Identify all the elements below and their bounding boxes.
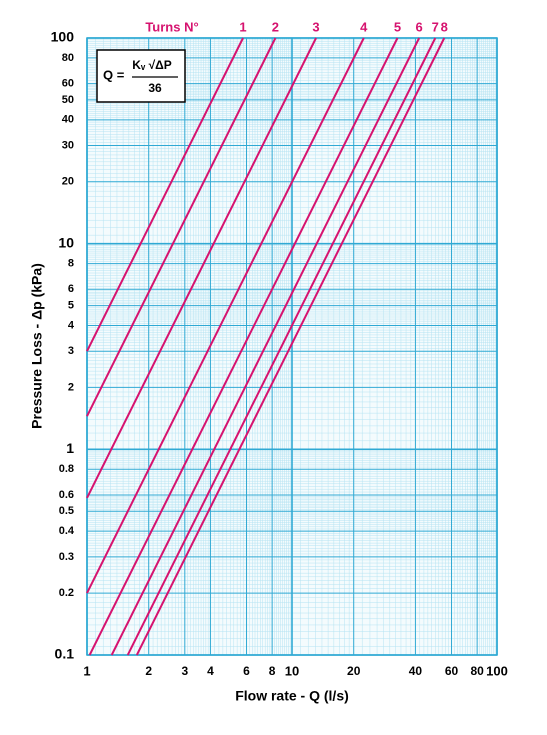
x-tick-label: 1 [83,663,90,678]
legend-label: 7 [432,19,439,34]
legend-label: 8 [441,19,448,34]
legend-label: 5 [394,19,401,34]
x-tick-label: 60 [445,664,459,678]
series-line [86,37,365,594]
x-tick-label: 100 [486,663,508,678]
y-tick-label: 10 [58,234,74,250]
y-tick-label: 1 [66,440,74,456]
legend-label: 6 [416,19,423,34]
x-axis-label: Flow rate - Q (l/s) [235,688,349,704]
y-axis-label: Pressure Loss - Δp (kPa) [29,263,45,429]
y-tick-label: 20 [62,176,74,188]
series-line [86,37,244,352]
legend-title: Turns N° [145,19,198,34]
y-tick-label: 50 [62,94,74,106]
y-tick-label: 4 [68,319,75,331]
y-tick-label: 100 [51,29,75,45]
series-line [110,37,421,656]
x-tick-label: 10 [285,663,299,678]
series-line [126,37,437,656]
y-tick-label: 0.1 [55,646,75,662]
formula-lhs: Q = [103,67,125,82]
formula-numerator: Kᵥ √ΔP [132,58,172,72]
x-tick-label: 8 [269,664,276,678]
y-tick-label: 80 [62,52,74,64]
series-line [86,37,317,499]
y-tick-label: 8 [68,258,74,270]
y-tick-label: 0.5 [59,505,74,517]
y-tick-label: 0.6 [59,489,74,501]
x-tick-label: 3 [181,664,188,678]
y-tick-label: 60 [62,78,74,90]
y-tick-label: 40 [62,114,74,126]
y-tick-label: 30 [62,139,74,151]
x-tick-label: 4 [207,664,214,678]
formula-frame [96,49,186,103]
x-tick-label: 2 [145,664,152,678]
x-tick-label: 20 [347,664,361,678]
y-tick-label: 3 [68,345,74,357]
y-tick-label: 0.8 [59,463,74,475]
x-tick-label: 80 [470,664,484,678]
series-line [135,37,446,656]
y-tick-label: 0.4 [59,525,75,537]
y-tick-label: 6 [68,283,74,295]
legend-label: 1 [239,19,246,34]
x-tick-label: 6 [243,664,250,678]
y-tick-label: 0.3 [59,551,74,563]
formula-denominator: 36 [148,81,162,95]
y-tick-label: 2 [68,381,74,393]
y-tick-label: 0.2 [59,587,74,599]
legend-label: 4 [360,19,368,34]
legend-label: 3 [312,19,319,34]
plot-border [86,37,498,656]
x-tick-label: 40 [409,664,423,678]
legend-label: 2 [272,19,279,34]
series-line [86,37,277,417]
series-line [88,37,399,656]
y-tick-label: 5 [68,299,74,311]
formula-box: Q = Kᵥ √ΔP 36 [96,49,186,103]
